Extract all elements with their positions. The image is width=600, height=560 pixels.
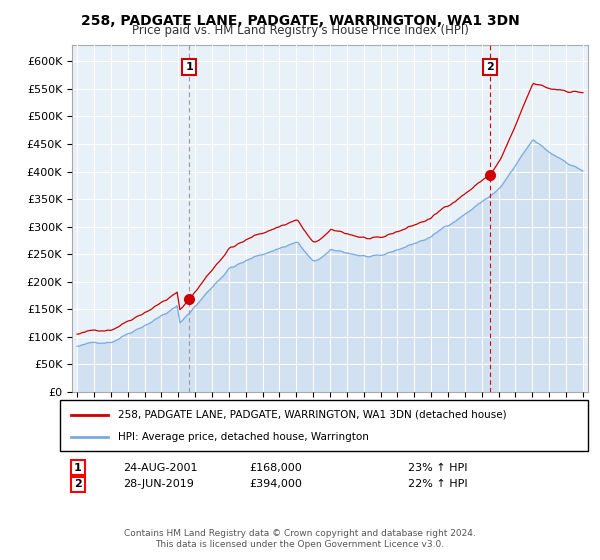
Text: HPI: Average price, detached house, Warrington: HPI: Average price, detached house, Warr…	[118, 432, 369, 442]
Text: 22% ↑ HPI: 22% ↑ HPI	[408, 479, 468, 489]
Text: 28-JUN-2019: 28-JUN-2019	[123, 479, 194, 489]
FancyBboxPatch shape	[60, 400, 588, 451]
Text: 258, PADGATE LANE, PADGATE, WARRINGTON, WA1 3DN: 258, PADGATE LANE, PADGATE, WARRINGTON, …	[80, 14, 520, 28]
Text: Price paid vs. HM Land Registry's House Price Index (HPI): Price paid vs. HM Land Registry's House …	[131, 24, 469, 37]
Text: £168,000: £168,000	[250, 463, 302, 473]
Text: 2: 2	[74, 479, 82, 489]
Text: 1: 1	[74, 463, 82, 473]
Text: Contains HM Land Registry data © Crown copyright and database right 2024.
This d: Contains HM Land Registry data © Crown c…	[124, 529, 476, 549]
Text: 258, PADGATE LANE, PADGATE, WARRINGTON, WA1 3DN (detached house): 258, PADGATE LANE, PADGATE, WARRINGTON, …	[118, 409, 507, 419]
Text: 1: 1	[185, 62, 193, 72]
Text: £394,000: £394,000	[250, 479, 302, 489]
Text: 24-AUG-2001: 24-AUG-2001	[123, 463, 197, 473]
Text: 23% ↑ HPI: 23% ↑ HPI	[408, 463, 468, 473]
Text: 2: 2	[486, 62, 494, 72]
